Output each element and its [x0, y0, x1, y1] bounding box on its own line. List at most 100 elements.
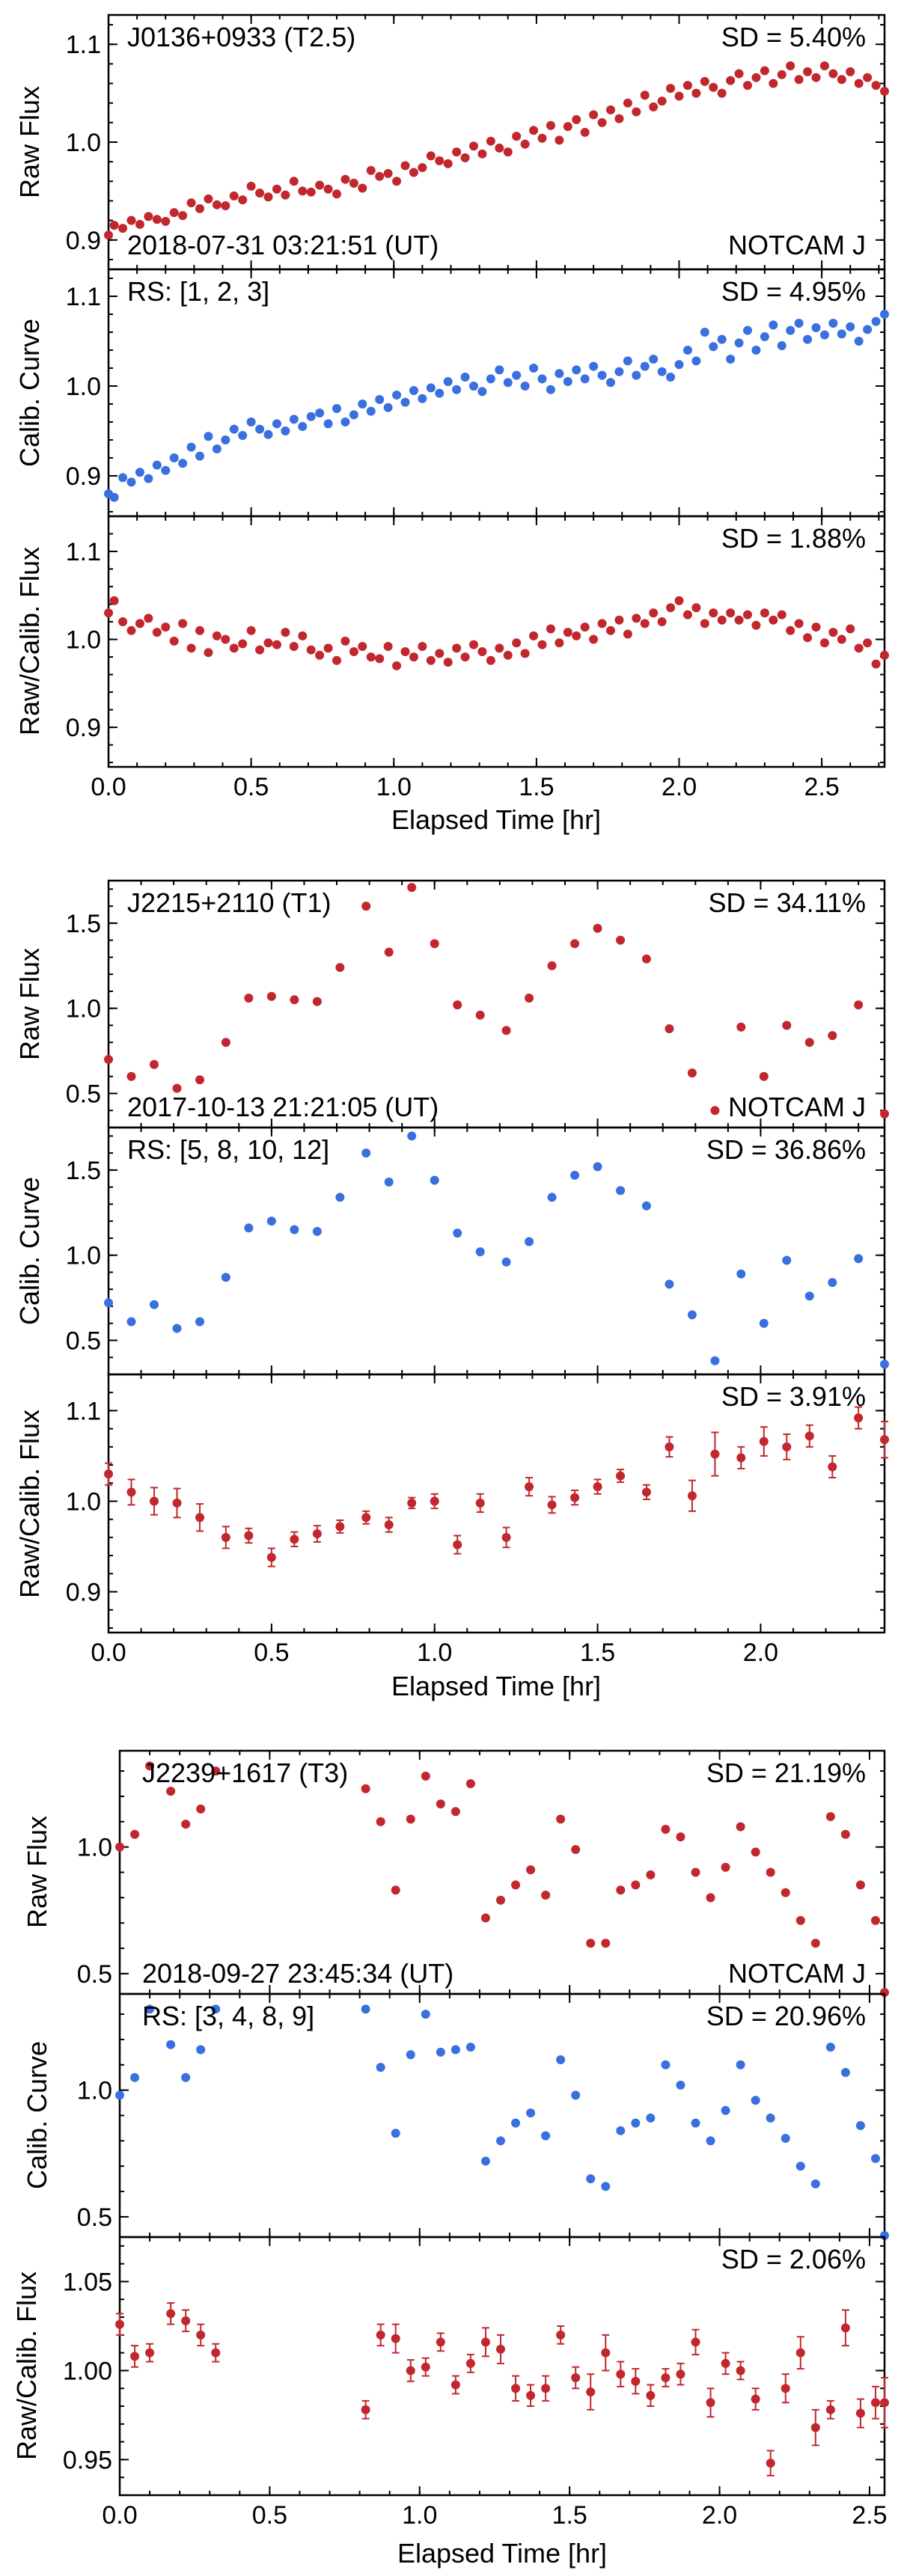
data-point	[480, 2337, 490, 2347]
data-point	[323, 184, 333, 194]
y-tick-label: 1.0	[66, 1242, 101, 1270]
data-point	[880, 310, 889, 319]
data-point	[846, 624, 855, 634]
data-point	[340, 174, 350, 184]
sd-label: SD = 34.11%	[709, 887, 866, 918]
data-point	[563, 377, 572, 386]
data-point	[212, 631, 222, 640]
data-point	[734, 615, 744, 625]
data-point	[126, 625, 136, 635]
data-point	[676, 2370, 685, 2379]
data-point	[450, 1807, 460, 1817]
panel-ticks: 0.9 1.0 1.1	[66, 15, 885, 269]
data-point	[263, 638, 273, 648]
data-point	[430, 1175, 439, 1185]
data-point	[469, 141, 478, 151]
data-point	[572, 631, 581, 640]
panel-raw-flux: 0.9 1.0 1.1 J0136+0933 (T2.5) SD = 5.40% 2…	[14, 13, 889, 271]
data-point	[115, 1842, 124, 1852]
data-point	[736, 1822, 745, 1832]
data-point	[828, 1031, 837, 1041]
panel-ticks: 0.5 1.0	[77, 1751, 885, 1994]
x-ticks: 0.0 0.5 1.0 1.5 2.0	[91, 1639, 778, 1667]
data-point	[503, 147, 513, 157]
data-point	[453, 1000, 462, 1010]
data-point	[126, 1487, 136, 1497]
data-point	[751, 2096, 760, 2105]
data-point	[641, 1201, 651, 1211]
data-point	[525, 994, 534, 1003]
data-point	[406, 2050, 415, 2060]
data-point	[661, 2372, 671, 2382]
data-point	[358, 641, 367, 651]
data-point	[435, 388, 445, 398]
data-point	[361, 1513, 371, 1523]
data-point	[717, 615, 727, 625]
data-point	[315, 409, 325, 417]
panel-ticks: 0.95 1.00 1.05	[63, 2237, 885, 2496]
data-point	[828, 319, 838, 328]
data-point	[435, 649, 445, 658]
data-point	[244, 1223, 254, 1233]
data-point	[172, 1083, 182, 1093]
data-point	[661, 2060, 671, 2069]
data-point	[238, 639, 248, 649]
data-point	[537, 640, 547, 649]
data-point	[421, 2362, 430, 2372]
data-point	[161, 216, 171, 226]
data-point	[616, 1186, 626, 1196]
data-point	[597, 117, 607, 127]
x-tick-label: 1.5	[519, 773, 554, 801]
data-point	[169, 636, 179, 646]
data-point	[837, 634, 846, 644]
data-point	[640, 91, 650, 100]
data-point	[870, 1915, 880, 1925]
panel-ratio: 0.91.01.1 0.0 0.5 1.0 1.5 2.0 2.5 SD = 1.88% …	[14, 515, 889, 835]
data-point	[135, 619, 144, 628]
data-point	[795, 2348, 805, 2358]
data-point	[871, 81, 881, 91]
data-point	[486, 655, 495, 665]
data-point	[195, 451, 204, 461]
data-point	[880, 1359, 889, 1369]
data-point	[640, 619, 650, 628]
data-point	[819, 330, 829, 340]
data-point	[195, 1317, 204, 1327]
panel-raw-flux: 0.5 1.0 1.5 J2215+2110 (T1) SD = 34.11% 20…	[14, 879, 889, 1129]
data-point	[682, 81, 692, 91]
data-point	[181, 2316, 191, 2325]
data-point	[546, 385, 555, 394]
data-point	[512, 370, 522, 380]
data-point	[751, 620, 761, 630]
data-point	[870, 2398, 880, 2408]
data-point	[195, 1513, 204, 1523]
x-tick-label: 0.0	[91, 773, 126, 801]
data-point	[804, 1431, 814, 1441]
data-point	[166, 1787, 176, 1796]
x-tick-label: 2.5	[804, 773, 839, 801]
instrument-label: NOTCAM J	[728, 1092, 866, 1122]
data-point	[691, 2118, 700, 2128]
data-point	[392, 661, 402, 670]
date-label: 2018-09-27 23:45:34 (UT)	[142, 1958, 453, 1989]
data-point	[734, 338, 744, 348]
rs-label: RS: [3, 4, 8, 9]	[142, 2001, 314, 2031]
y-tick-label: 1.05	[63, 2268, 112, 2296]
data-point	[717, 88, 727, 98]
data-point	[407, 883, 417, 893]
data-point	[766, 2113, 775, 2123]
panel-ratio: 0.9 1.0 1.1 0.0 0.5 1.0 1.5 2.0 SD = 3.91% Raw…	[14, 1373, 889, 1701]
data-point	[781, 2133, 790, 2143]
data-point	[169, 208, 179, 218]
data-point	[244, 994, 254, 1003]
data-point	[392, 391, 402, 400]
y-tick-label: 1.00	[63, 2357, 112, 2385]
data-point	[743, 610, 752, 619]
data-point	[104, 1469, 113, 1479]
y-axis-label: Raw Flux	[14, 948, 45, 1060]
data-point	[854, 643, 864, 653]
panel-ticks: 0.5 1.0 1.5	[66, 1128, 885, 1375]
data-point	[332, 655, 341, 665]
data-point	[828, 1462, 837, 1472]
